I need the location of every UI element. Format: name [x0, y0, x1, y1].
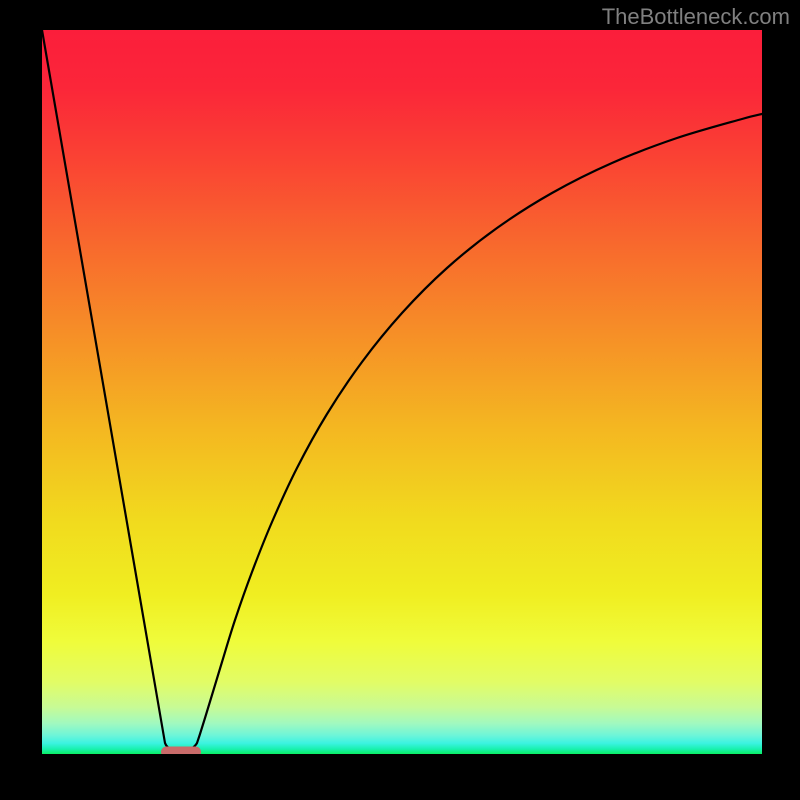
watermark-text: TheBottleneck.com [602, 4, 790, 30]
plot-area [42, 30, 762, 754]
gradient-background [42, 30, 762, 754]
chart-container: TheBottleneck.com [0, 0, 800, 800]
chart-svg [42, 30, 762, 754]
valley-marker [161, 747, 201, 755]
